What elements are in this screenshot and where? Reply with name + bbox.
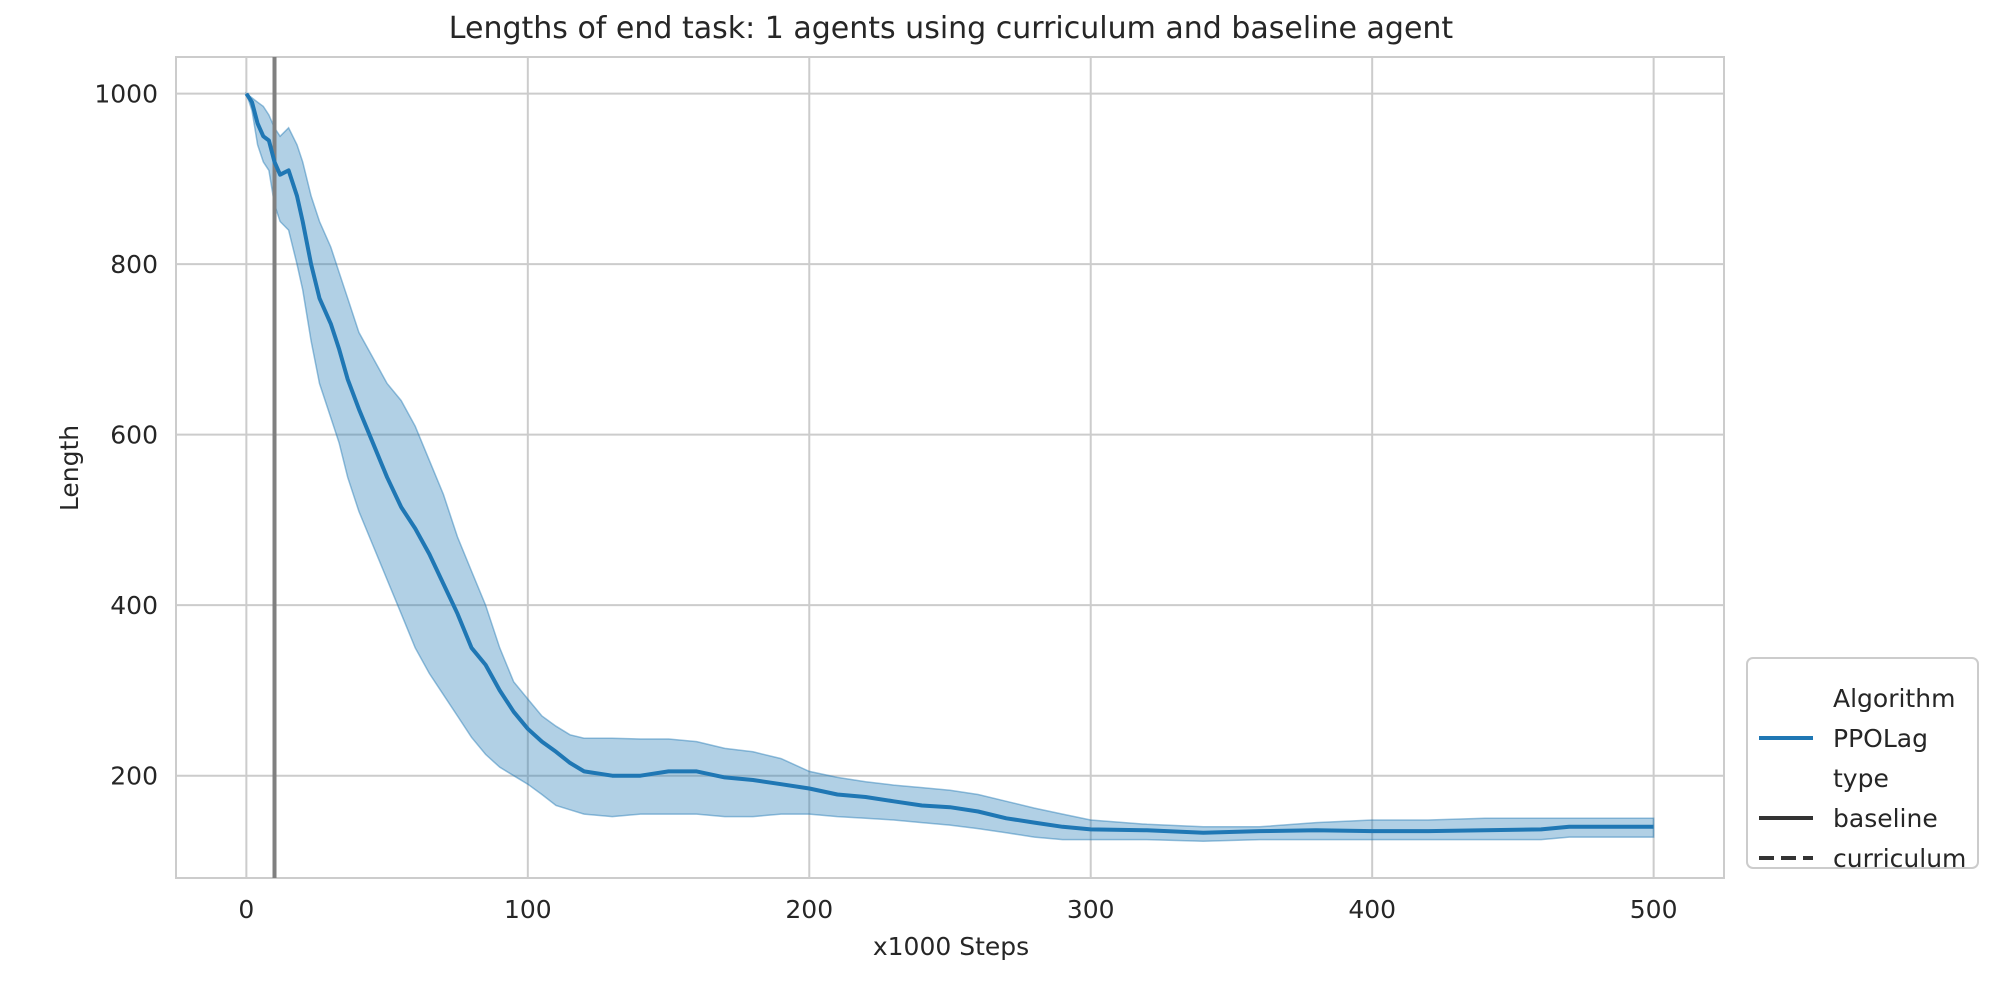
series-line-ppolag (244, 92, 1654, 835)
x-tick-label: 100 (504, 895, 552, 924)
x-tick-label: 500 (1630, 895, 1678, 924)
y-tick-label: 600 (110, 421, 158, 450)
x-tick-label: 300 (1067, 895, 1115, 924)
y-axis-label: Length (55, 425, 84, 511)
x-tick-labels: 0 100 200 300 400 500 (238, 895, 1677, 924)
y-tick-label: 1000 (94, 80, 158, 109)
grid-lines (176, 57, 1724, 878)
legend-entries: Algorithm PPOLag type baseline curriculum (1759, 684, 1966, 873)
legend-label: type (1833, 764, 1889, 793)
plot-area (175, 56, 1725, 879)
x-tick-label: 200 (785, 895, 833, 924)
x-axis-label: x1000 Steps (873, 932, 1029, 961)
y-tick-labels: 200 400 600 800 1000 (94, 80, 158, 791)
y-tick-label: 200 (110, 762, 158, 791)
chart-title: Lengths of end task: 1 agents using curr… (449, 11, 1454, 46)
x-tick-label: 0 (238, 895, 254, 924)
legend-label: Algorithm (1833, 684, 1955, 713)
y-tick-label: 800 (110, 250, 158, 279)
legend-box (1746, 657, 1979, 869)
legend: Algorithm PPOLag type baseline curriculum (1746, 657, 1979, 873)
legend-label: PPOLag (1833, 724, 1928, 753)
legend-label: curriculum (1833, 844, 1966, 873)
y-tick-label: 400 (110, 591, 158, 620)
series-line-layer (244, 92, 1654, 835)
x-tick-label: 400 (1348, 895, 1396, 924)
legend-label: baseline (1833, 804, 1938, 833)
